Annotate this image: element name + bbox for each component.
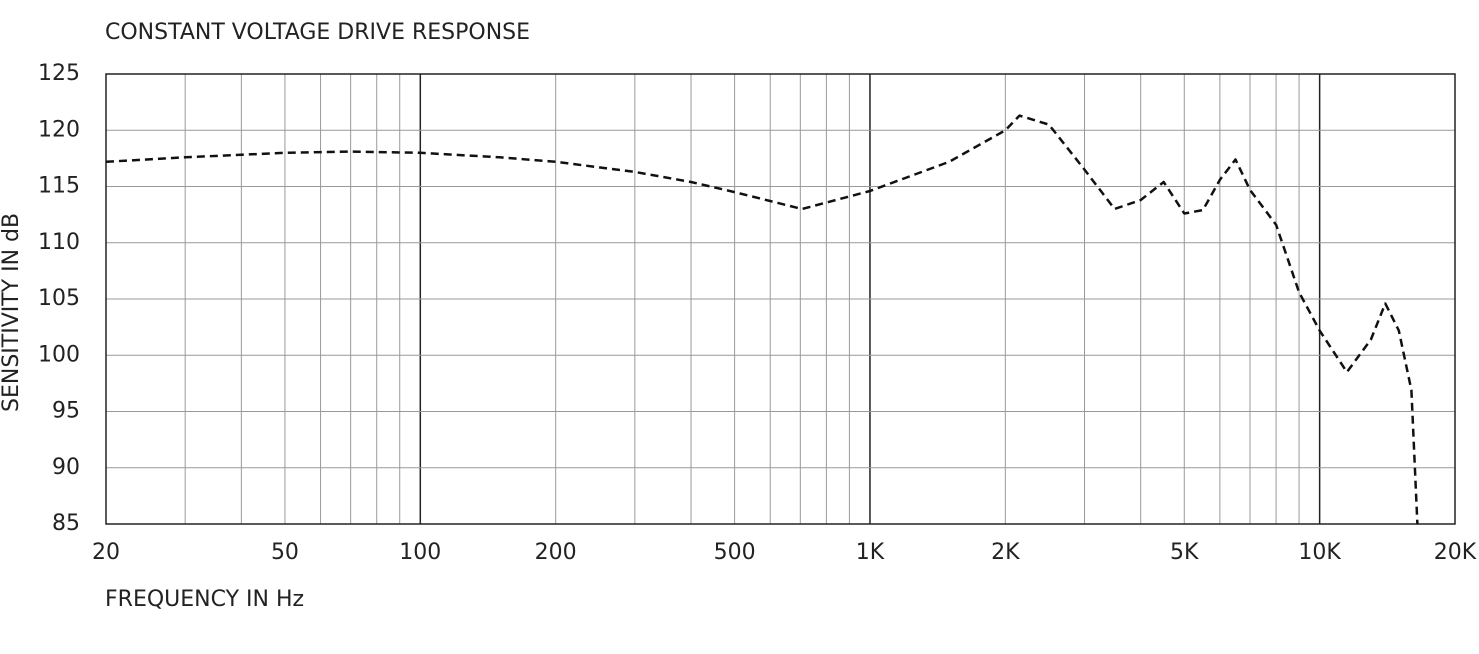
x-tick-label: 20K [1434,540,1477,565]
y-tick-label: 85 [52,511,80,536]
x-tick-label: 2K [991,540,1020,565]
y-tick-label: 95 [52,399,80,424]
chart-title: CONSTANT VOLTAGE DRIVE RESPONSE [105,20,530,45]
y-tick-label: 110 [38,230,80,255]
y-tick-label: 100 [38,342,80,367]
y-axis-label: SENSITIVITY IN dB [0,213,24,412]
plot-frame [105,73,1456,525]
x-tick-label: 5K [1170,540,1199,565]
response-line [105,114,1419,525]
x-tick-label: 200 [535,540,577,565]
y-tick-label: 120 [38,117,80,142]
x-tick-label: 100 [399,540,441,565]
x-tick-label: 10K [1298,540,1341,565]
y-tick-label: 125 [38,61,80,86]
x-axis-label: FREQUENCY IN Hz [105,587,304,612]
y-tick-label: 115 [38,174,80,199]
y-tick-label: 90 [52,455,80,480]
x-tick-label: 50 [271,540,299,565]
x-tick-label: 20 [92,540,120,565]
x-tick-label: 500 [714,540,756,565]
x-tick-label: 1K [856,540,885,565]
y-tick-label: 105 [38,286,80,311]
